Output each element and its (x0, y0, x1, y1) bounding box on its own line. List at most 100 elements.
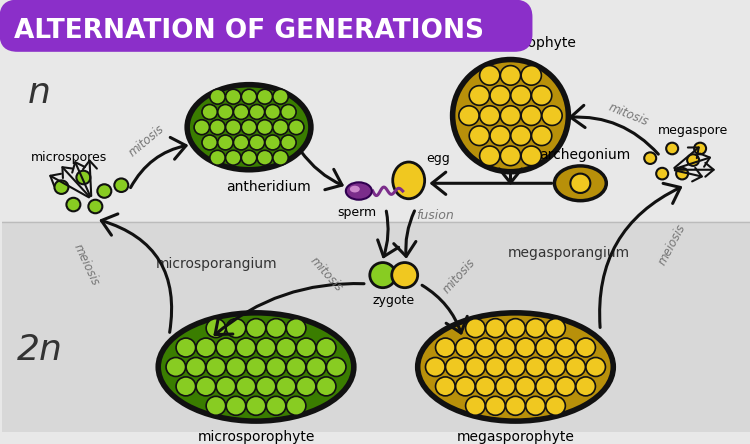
Circle shape (526, 357, 545, 377)
Circle shape (296, 377, 316, 396)
Circle shape (676, 168, 688, 179)
Circle shape (536, 377, 555, 396)
Ellipse shape (393, 162, 424, 199)
FancyBboxPatch shape (0, 0, 532, 52)
Circle shape (194, 120, 209, 135)
Circle shape (546, 396, 566, 415)
Circle shape (316, 377, 336, 396)
Circle shape (246, 319, 266, 337)
Text: fusion: fusion (416, 210, 454, 222)
Ellipse shape (188, 85, 311, 170)
Circle shape (242, 120, 256, 135)
Circle shape (500, 66, 520, 85)
Circle shape (470, 86, 490, 105)
Circle shape (326, 357, 346, 377)
Circle shape (226, 120, 241, 135)
Circle shape (566, 357, 586, 377)
Circle shape (532, 126, 552, 146)
Text: mitosis: mitosis (606, 100, 650, 128)
Circle shape (286, 396, 306, 415)
Circle shape (236, 338, 256, 357)
Circle shape (242, 150, 256, 165)
Text: megasporangium: megasporangium (507, 246, 629, 260)
Circle shape (500, 146, 520, 166)
Circle shape (217, 104, 233, 119)
Ellipse shape (158, 313, 354, 421)
Circle shape (479, 106, 500, 125)
Circle shape (521, 66, 542, 85)
Circle shape (694, 143, 706, 154)
Ellipse shape (346, 182, 372, 200)
Circle shape (210, 89, 225, 104)
Circle shape (511, 86, 531, 105)
Circle shape (542, 106, 562, 125)
Circle shape (436, 377, 455, 396)
Circle shape (166, 357, 185, 377)
Circle shape (656, 168, 668, 179)
Circle shape (276, 338, 296, 357)
Circle shape (516, 377, 536, 396)
Circle shape (55, 180, 68, 194)
Circle shape (286, 357, 306, 377)
Circle shape (289, 120, 304, 135)
Text: ALTERNATION OF GENERATIONS: ALTERNATION OF GENERATIONS (13, 18, 484, 44)
Circle shape (210, 120, 225, 135)
Circle shape (202, 135, 217, 150)
Circle shape (206, 396, 226, 415)
Circle shape (316, 338, 336, 357)
Circle shape (210, 150, 225, 165)
Circle shape (226, 319, 246, 337)
Circle shape (556, 377, 575, 396)
Circle shape (196, 338, 216, 357)
Circle shape (479, 66, 500, 85)
Circle shape (486, 357, 506, 377)
Circle shape (496, 338, 515, 357)
Circle shape (486, 396, 506, 415)
Text: mitosis: mitosis (126, 122, 166, 159)
Text: 2n: 2n (16, 333, 62, 367)
Circle shape (249, 135, 265, 150)
Circle shape (506, 319, 525, 337)
Circle shape (280, 104, 296, 119)
Circle shape (176, 377, 196, 396)
Text: archegonium: archegonium (538, 148, 630, 162)
Circle shape (266, 319, 286, 337)
Text: mitosis: mitosis (440, 257, 478, 297)
Text: zygote: zygote (373, 294, 415, 307)
Circle shape (546, 357, 566, 377)
Circle shape (249, 104, 265, 119)
Circle shape (226, 150, 241, 165)
Text: megasporophyte: megasporophyte (457, 430, 574, 444)
Circle shape (266, 396, 286, 415)
Circle shape (216, 338, 236, 357)
Circle shape (273, 89, 288, 104)
Circle shape (506, 396, 525, 415)
Circle shape (226, 396, 246, 415)
Circle shape (76, 171, 90, 184)
Circle shape (67, 198, 80, 211)
Circle shape (511, 126, 531, 146)
Circle shape (216, 377, 236, 396)
Circle shape (532, 86, 552, 105)
Circle shape (470, 126, 490, 146)
Circle shape (526, 319, 545, 337)
Text: antheridium: antheridium (226, 180, 311, 194)
Circle shape (114, 178, 128, 192)
Circle shape (206, 357, 226, 377)
Text: meiosis: meiosis (71, 242, 102, 288)
Circle shape (486, 319, 506, 337)
Circle shape (570, 174, 590, 193)
Circle shape (466, 319, 485, 337)
Circle shape (256, 338, 276, 357)
Circle shape (186, 357, 206, 377)
Text: n: n (28, 76, 51, 111)
Text: megagametophyte: megagametophyte (444, 36, 577, 50)
Circle shape (246, 396, 266, 415)
Circle shape (217, 135, 233, 150)
Circle shape (576, 377, 596, 396)
Circle shape (644, 152, 656, 164)
Circle shape (257, 89, 272, 104)
Circle shape (490, 126, 510, 146)
Circle shape (265, 135, 280, 150)
Circle shape (476, 377, 495, 396)
